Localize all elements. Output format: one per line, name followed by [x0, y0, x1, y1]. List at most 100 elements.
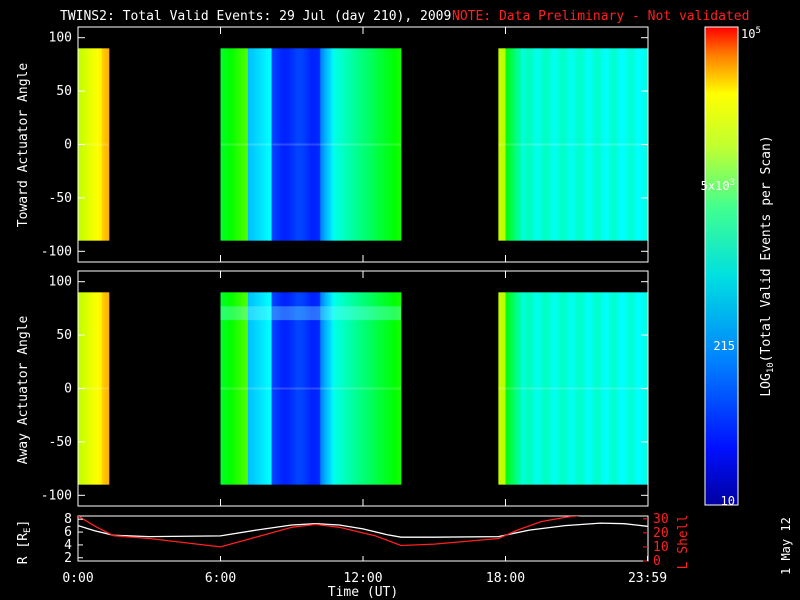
heatmap-column	[390, 292, 392, 485]
heatmap-column	[534, 292, 536, 485]
heatmap-column	[564, 292, 567, 485]
heatmap-column	[301, 292, 303, 485]
heatmap-column	[247, 48, 250, 241]
heatmap-column	[525, 292, 528, 485]
away-y-ticks: 100 50 0 -50 -100	[41, 271, 649, 506]
heatmap-column	[292, 48, 295, 241]
heatmap-column	[245, 48, 248, 241]
heatmap-column	[288, 48, 290, 241]
heatmap-column	[95, 292, 98, 485]
heatmap-column	[557, 292, 560, 485]
y-tick-label: 0	[64, 382, 72, 397]
heatmap-column	[317, 292, 320, 485]
heatmap-column	[262, 292, 264, 485]
heatmap-column	[506, 292, 509, 485]
heatmap-column	[553, 48, 555, 241]
heatmap-column	[551, 292, 554, 485]
heatmap-column	[507, 48, 510, 241]
heatmap-column	[221, 292, 224, 485]
heatmap-column	[253, 48, 256, 241]
heatmap-column	[346, 48, 348, 241]
heatmap-column	[360, 48, 363, 241]
heatmap-column	[271, 292, 274, 485]
heatmap-column	[619, 292, 622, 485]
heatmap-column	[320, 48, 322, 241]
heatmap-column	[370, 292, 372, 485]
heatmap-column	[284, 48, 287, 241]
heatmap-column	[320, 292, 322, 485]
heatmap-column	[589, 48, 592, 241]
heatmap-column	[371, 292, 373, 485]
lshell-tick-label: 30	[653, 512, 669, 527]
heatmap-column	[574, 48, 576, 241]
heatmap-column	[270, 48, 272, 241]
heatmap-column	[342, 292, 345, 485]
heatmap-column	[621, 48, 624, 241]
heatmap-column	[612, 292, 614, 485]
heatmap-column	[230, 48, 232, 241]
heatmap-column	[287, 48, 289, 241]
heatmap-column	[389, 292, 391, 485]
heatmap-column	[276, 292, 278, 485]
heatmap-column	[321, 48, 324, 241]
heatmap-column	[326, 292, 328, 485]
heatmap-column	[333, 48, 335, 241]
heatmap-column	[620, 292, 623, 485]
heatmap-column	[594, 48, 597, 241]
heatmap-column	[233, 292, 236, 485]
heatmap-column	[250, 48, 252, 241]
heatmap-column	[273, 48, 276, 241]
heatmap-column	[579, 48, 581, 241]
r-tick-label: 2	[64, 551, 72, 566]
heatmap-column	[262, 48, 264, 241]
heatmap-column	[92, 48, 94, 241]
heatmap-column	[354, 48, 357, 241]
heatmap-column	[351, 292, 353, 485]
heatmap-column	[556, 292, 559, 485]
heatmap-column	[397, 292, 400, 485]
toward-y-ticks: 100 50 0 -50 -100	[41, 27, 649, 262]
heatmap-column	[234, 48, 237, 241]
heatmap-column	[268, 48, 270, 241]
heatmap-column	[605, 292, 607, 485]
heatmap-column	[592, 48, 594, 241]
heatmap-column	[398, 292, 401, 485]
heatmap-column	[364, 48, 366, 241]
heatmap-column	[89, 48, 92, 241]
heatmap-column	[273, 292, 276, 485]
heatmap-column	[276, 48, 278, 241]
heatmap-column	[222, 292, 225, 485]
date-stamp: 1 May 12	[779, 517, 793, 575]
heatmap-column	[557, 48, 560, 241]
heatmap-column	[382, 48, 384, 241]
heatmap-column	[593, 48, 595, 241]
time-tick-label: 23:59	[628, 571, 667, 586]
heatmap-column	[307, 48, 309, 241]
heatmap-column	[86, 292, 88, 485]
heatmap-column	[509, 48, 511, 241]
heatmap-column	[570, 292, 573, 485]
heatmap-column	[233, 48, 236, 241]
heatmap-column	[295, 48, 297, 241]
heatmap-column	[599, 48, 601, 241]
heatmap-column	[555, 292, 557, 485]
heatmap-column	[634, 48, 637, 241]
heatmap-column	[633, 48, 636, 241]
r-tick-label: 8	[64, 512, 72, 527]
heatmap-column	[389, 48, 391, 241]
heatmap-column	[617, 292, 619, 485]
heatmap-column	[583, 292, 586, 485]
heatmap-column	[630, 292, 632, 485]
heatmap-column	[339, 292, 341, 485]
heatmap-column	[292, 292, 295, 485]
heatmap-column	[561, 292, 563, 485]
heatmap-column	[396, 48, 398, 241]
orbit-panel-frame	[77, 515, 649, 562]
heatmap-column	[528, 48, 530, 241]
heatmap-column	[595, 292, 598, 485]
heatmap-column	[237, 48, 239, 241]
heatmap-column	[303, 48, 306, 241]
heatmap-column	[297, 48, 300, 241]
heatmap-column	[525, 48, 528, 241]
y-tick-label: -100	[41, 244, 72, 259]
